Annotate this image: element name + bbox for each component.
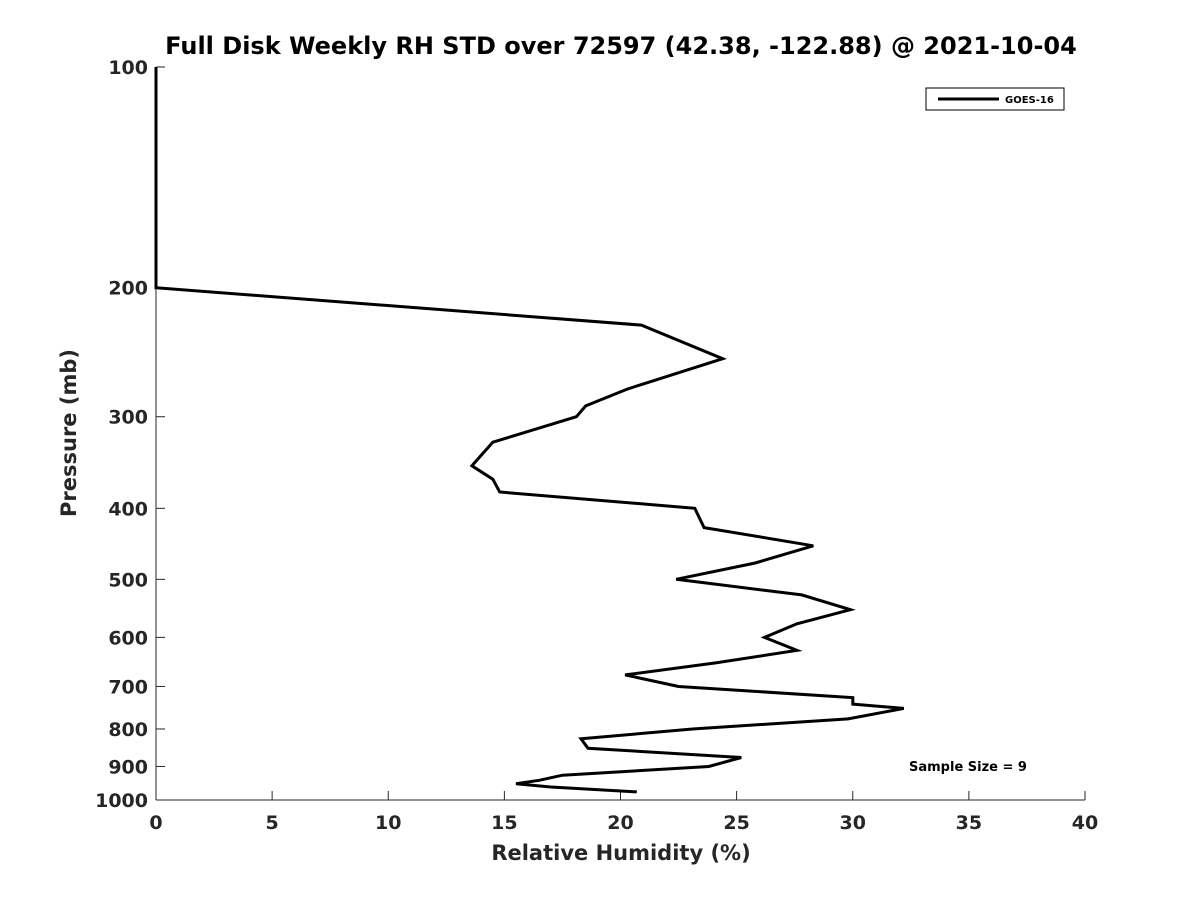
y-tick-label: 600 <box>108 627 148 649</box>
x-tick-label: 5 <box>266 812 279 834</box>
y-tick-label: 400 <box>108 498 148 520</box>
x-axis-ticks: 0 5 10 15 20 25 30 35 40 <box>149 791 1098 834</box>
y-tick-label: 300 <box>108 407 148 429</box>
x-tick-label: 0 <box>149 812 162 834</box>
x-tick-label: 15 <box>491 812 517 834</box>
plot-area <box>156 67 1085 800</box>
sample-size-annotation: Sample Size = 9 <box>909 760 1027 775</box>
x-tick-label: 25 <box>723 812 749 834</box>
y-tick-label: 700 <box>108 676 148 698</box>
y-tick-label: 500 <box>108 569 148 591</box>
legend: GOES-16 <box>925 87 1065 111</box>
legend-entry-goes-16: GOES-16 <box>1005 95 1054 106</box>
y-axis-label: Pressure (mb) <box>57 349 81 517</box>
y-tick-label: 1000 <box>95 790 148 812</box>
y-tick-label: 900 <box>108 756 148 778</box>
x-axis-label: Relative Humidity (%) <box>491 841 750 865</box>
x-tick-label: 40 <box>1072 812 1098 834</box>
x-tick-label: 30 <box>840 812 866 834</box>
chart-title: Full Disk Weekly RH STD over 72597 (42.3… <box>165 32 1077 60</box>
x-tick-label: 35 <box>956 812 982 834</box>
x-tick-label: 10 <box>375 812 401 834</box>
series-line-goes-16 <box>154 67 905 794</box>
series-layer <box>154 67 905 794</box>
y-tick-label: 800 <box>108 719 148 741</box>
y-tick-label: 100 <box>108 57 148 79</box>
y-tick-label: 200 <box>108 278 148 300</box>
x-tick-label: 20 <box>607 812 633 834</box>
y-axis-ticks: 100 200 300 400 500 600 700 800 900 1000 <box>95 57 165 812</box>
